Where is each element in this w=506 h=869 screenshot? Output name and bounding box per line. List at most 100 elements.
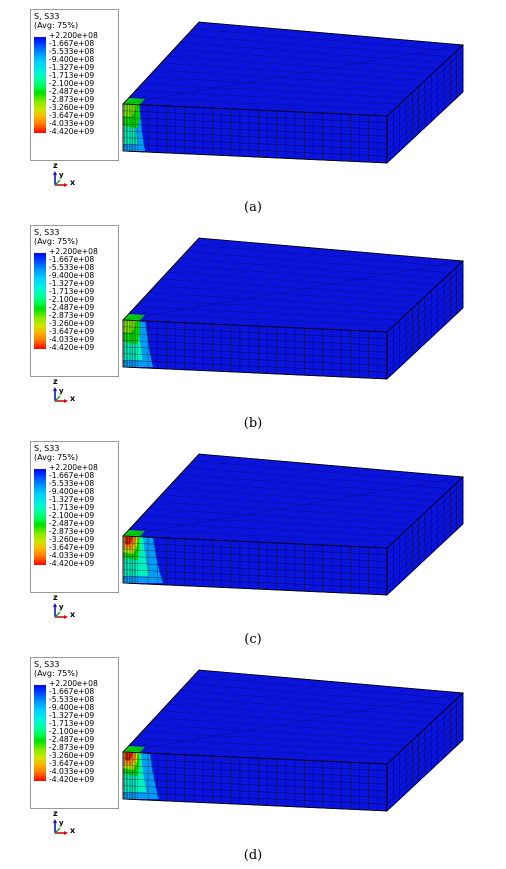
legend-value: -3.647e+09 xyxy=(49,543,95,552)
axis-z-label: z xyxy=(53,377,58,386)
legend-values: +2.200e+08 -1.667e+08 -5.533e+08 -9.400e+08… xyxy=(49,32,98,136)
legend-swatch xyxy=(34,493,46,501)
legend-swatch xyxy=(34,93,46,101)
legend-value: -5.533e+08 xyxy=(49,47,95,56)
axis-z-label: z xyxy=(53,809,58,818)
legend-title: S, S33 xyxy=(34,660,60,669)
legend-swatch xyxy=(34,61,46,69)
legend-swatch xyxy=(34,717,46,725)
legend-swatch xyxy=(34,317,46,325)
legend-value: -1.327e+09 xyxy=(49,711,95,720)
legend-swatch xyxy=(34,117,46,125)
legend-value: -1.713e+09 xyxy=(49,287,95,296)
legend-value: -9.400e+08 xyxy=(49,271,95,280)
legend-swatch xyxy=(34,85,46,93)
legend-value: -2.487e+09 xyxy=(49,87,95,96)
fe-slab-model xyxy=(119,437,469,596)
legend-value: -2.487e+09 xyxy=(49,735,95,744)
legend-value: -2.100e+09 xyxy=(49,295,95,304)
legend-swatch xyxy=(34,541,46,549)
legend-swatch xyxy=(34,477,46,485)
legend-swatch xyxy=(34,509,46,517)
legend-swatch xyxy=(34,333,46,341)
legend-color-bar xyxy=(34,469,46,565)
mesh-lines xyxy=(122,266,464,379)
legend-value: -2.873e+09 xyxy=(49,311,95,320)
legend-value: -3.647e+09 xyxy=(49,327,95,336)
legend-color-bar xyxy=(34,685,46,781)
axis-x-label: x xyxy=(70,178,76,187)
legend-swatch xyxy=(34,45,46,53)
legend-swatch xyxy=(34,253,46,261)
triad-arrows xyxy=(53,819,68,835)
legend-value: -9.400e+08 xyxy=(49,55,95,64)
legend-value: -2.100e+09 xyxy=(49,727,95,736)
figure-panel: S, S33 (Avg: 75%) +2.200e+08 -1.667e+08 -5.5… xyxy=(0,219,506,435)
panel-caption: (d) xyxy=(243,848,263,863)
axis-y-label: y xyxy=(59,387,64,395)
legend-value: -3.647e+09 xyxy=(49,111,95,120)
mesh-lines xyxy=(122,698,464,811)
legend-value: -1.667e+08 xyxy=(49,687,95,696)
mesh-lines xyxy=(122,50,464,163)
legend-swatch xyxy=(34,301,46,309)
legend-value: -9.400e+08 xyxy=(49,487,95,496)
legend-swatch xyxy=(34,269,46,277)
legend-value: -3.260e+09 xyxy=(49,535,95,544)
legend-values: +2.200e+08 -1.667e+08 -5.533e+08 -9.400e+08… xyxy=(49,680,98,784)
legend-swatch xyxy=(34,557,46,565)
axis-z-label: z xyxy=(53,593,58,602)
mesh-lines xyxy=(122,482,464,595)
figure-panel: S, S33 (Avg: 75%) +2.200e+08 -1.667e+08 -5.5… xyxy=(0,3,506,219)
legend-swatch xyxy=(34,277,46,285)
fe-slab-model xyxy=(119,221,469,380)
legend-value: -4.033e+09 xyxy=(49,551,95,560)
legend-swatch xyxy=(34,733,46,741)
legend-value: -2.100e+09 xyxy=(49,79,95,88)
axis-x-label: x xyxy=(70,610,76,619)
legend-swatch xyxy=(34,549,46,557)
legend-value: -2.873e+09 xyxy=(49,527,95,536)
fe-slab-model xyxy=(119,5,469,164)
legend-subtitle: (Avg: 75%) xyxy=(34,669,79,678)
legend-value: -4.420e+09 xyxy=(49,343,95,352)
axis-y-label: y xyxy=(59,819,64,827)
axis-y-label: y xyxy=(59,603,64,611)
legend-swatch xyxy=(34,109,46,117)
legend-value: -5.533e+08 xyxy=(49,695,95,704)
triad-arrows xyxy=(53,171,68,187)
legend-swatch xyxy=(34,101,46,109)
legend-value: -1.667e+08 xyxy=(49,471,95,480)
legend-swatch xyxy=(34,261,46,269)
legend-swatch xyxy=(34,741,46,749)
legend-value: -1.667e+08 xyxy=(49,39,95,48)
axis-x-label: x xyxy=(70,826,76,835)
legend-value: -1.713e+09 xyxy=(49,503,95,512)
legend-swatch xyxy=(34,517,46,525)
legend-value: -5.533e+08 xyxy=(49,263,95,272)
legend-swatch xyxy=(34,709,46,717)
legend-value: -2.873e+09 xyxy=(49,743,95,752)
legend-swatch xyxy=(34,701,46,709)
legend-swatch xyxy=(34,501,46,509)
panel-caption: (b) xyxy=(243,416,263,431)
legend-swatch xyxy=(34,341,46,349)
legend-value: -1.667e+08 xyxy=(49,255,95,264)
panel-caption: (c) xyxy=(244,632,262,647)
legend-value: -1.327e+09 xyxy=(49,63,95,72)
legend-value: +2.200e+08 xyxy=(49,679,98,688)
legend-swatch xyxy=(34,725,46,733)
fe-model-mesh xyxy=(122,237,464,380)
legend-subtitle: (Avg: 75%) xyxy=(34,237,79,246)
panel-caption: (a) xyxy=(244,200,262,215)
fe-model-mesh xyxy=(122,669,464,812)
figure-panel: S, S33 (Avg: 75%) +2.200e+08 -1.667e+08 -5.5… xyxy=(0,651,506,867)
contour-legend: S, S33 (Avg: 75%) +2.200e+08 -1.667e+08 -5.5… xyxy=(30,441,119,593)
legend-subtitle: (Avg: 75%) xyxy=(34,453,79,462)
legend-value: -2.100e+09 xyxy=(49,511,95,520)
legend-value: -5.533e+08 xyxy=(49,479,95,488)
legend-swatch xyxy=(34,693,46,701)
